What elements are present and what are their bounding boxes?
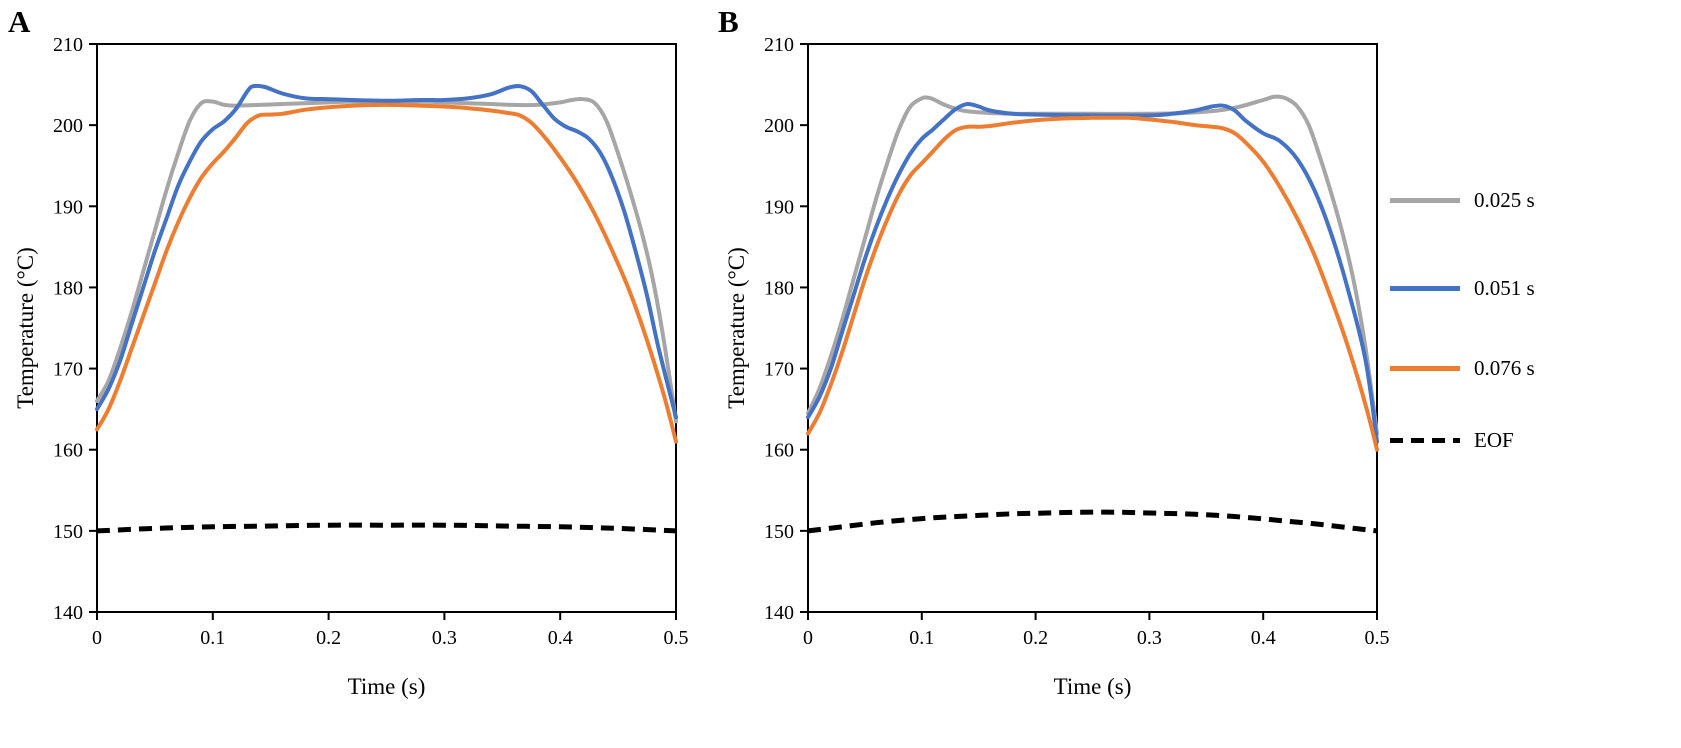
x-axis-title: Time (s) — [348, 674, 426, 699]
panel-label-b: B — [718, 4, 739, 39]
legend-line-sample-dashed-black — [1390, 437, 1460, 443]
y-tick-label: 180 — [53, 277, 83, 299]
y-tick-label: 170 — [53, 359, 83, 381]
y-tick-label: 170 — [764, 359, 794, 381]
legend-label: EOF — [1474, 427, 1514, 452]
legend-item-0076s: 0.076 s — [1390, 355, 1535, 381]
x-tick-label: 0.3 — [1137, 627, 1162, 649]
y-tick-label: 200 — [53, 115, 83, 137]
x-tick-label: 0 — [92, 627, 102, 649]
legend-label: 0.076 s — [1474, 355, 1535, 380]
x-tick-label: 0.4 — [548, 627, 573, 649]
series-line-eof — [807, 509, 1378, 534]
series-line-0-025-s — [95, 96, 678, 424]
panel-b: 140 150 160 170 180 190 200 210 0 0.1 0.2 0.3 0.4 0.5… — [724, 34, 1390, 699]
x-tick-label: 0 — [803, 627, 813, 649]
x-tick-label: 0.4 — [1251, 627, 1276, 649]
y-tick-label: 210 — [764, 34, 794, 56]
x-tick-label: 0.1 — [200, 627, 225, 649]
x-axis-title: Time (s) — [1054, 674, 1132, 699]
x-tick-label: 0.5 — [664, 627, 689, 649]
series-line-eof — [96, 522, 677, 534]
series-line-0-076-s — [95, 102, 678, 444]
y-tick-label: 160 — [53, 440, 83, 462]
x-tick-label: 0.2 — [1023, 627, 1048, 649]
plot-frame — [807, 43, 1378, 613]
y-tick-label: 190 — [764, 196, 794, 218]
x-tick-label: 0.5 — [1365, 627, 1390, 649]
legend-label: 0.051 s — [1474, 275, 1535, 300]
y-tick-label: 140 — [53, 602, 83, 624]
x-tick-label: 0.3 — [432, 627, 457, 649]
legend-item-0051s: 0.051 s — [1390, 275, 1535, 301]
y-tick-label: 180 — [764, 277, 794, 299]
legend-line-sample-blue — [1390, 285, 1460, 291]
legend-item-0025s: 0.025 s — [1390, 187, 1535, 213]
y-axis-title: Temperature (°C) — [724, 247, 749, 408]
series-line-0-076-s — [806, 115, 1379, 452]
y-tick-label: 200 — [764, 115, 794, 137]
panel-label-a: A — [8, 4, 31, 39]
y-tick-label: 210 — [53, 34, 83, 56]
series-line-0-025-s — [806, 94, 1379, 436]
y-tick-label: 160 — [764, 440, 794, 462]
x-tick-label: 0.1 — [909, 627, 934, 649]
legend-line-sample-gray — [1390, 197, 1460, 203]
plot-frame — [96, 43, 677, 613]
y-axis-title: Temperature (°C) — [13, 247, 38, 408]
legend-item-eof: EOF — [1390, 427, 1514, 453]
series-line-0-051-s — [806, 101, 1379, 444]
legend-line-sample-orange — [1390, 365, 1460, 371]
y-tick-label: 150 — [53, 521, 83, 543]
legend-label: 0.025 s — [1474, 187, 1535, 212]
x-tick-label: 0.2 — [316, 627, 341, 649]
panel-a: 140 150 160 170 180 190 200 210 0 0.1 0.2 0.3 0.4 0.5… — [13, 34, 689, 699]
y-tick-label: 140 — [764, 602, 794, 624]
series-line-0-051-s — [95, 83, 678, 420]
y-tick-label: 190 — [53, 196, 83, 218]
y-tick-label: 150 — [764, 521, 794, 543]
